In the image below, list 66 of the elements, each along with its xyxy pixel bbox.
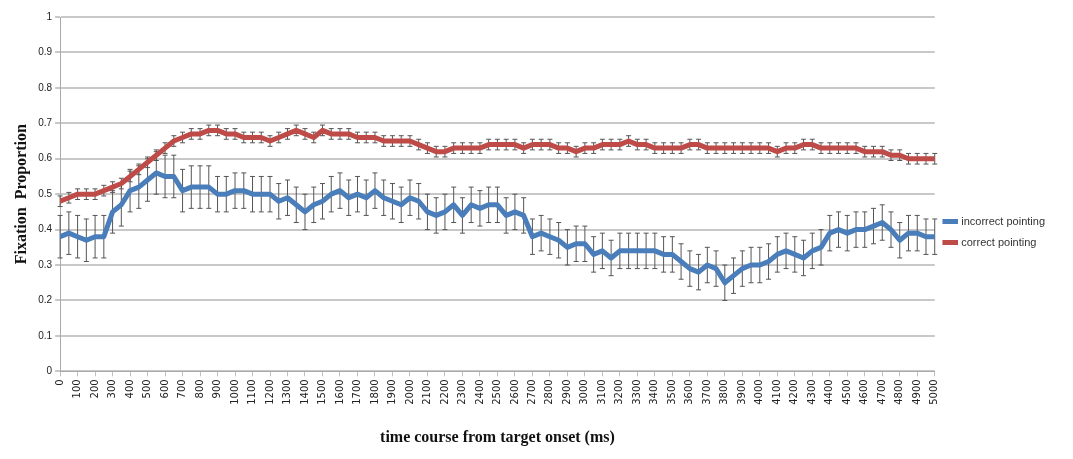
x-tick-label: 3400 xyxy=(648,379,660,405)
y-axis-title: Fixation Proportion xyxy=(11,124,30,265)
x-tick-label: 1500 xyxy=(316,379,328,405)
x-tick-label: 700 xyxy=(176,379,188,399)
x-tick-label: 2500 xyxy=(491,379,503,405)
x-tick-label: 1600 xyxy=(333,379,345,405)
x-tick-label: 4100 xyxy=(770,379,782,405)
y-tick-label: 1 xyxy=(46,10,53,22)
y-tick-label: 0.7 xyxy=(38,117,53,129)
x-tick-label: 3300 xyxy=(630,379,642,405)
x-tick-label: 3600 xyxy=(683,379,695,405)
y-tick-label: 0.3 xyxy=(38,258,53,270)
legend-label: incorrect pointing xyxy=(961,214,1046,227)
x-tick-label: 2900 xyxy=(560,379,572,405)
x-tick-label: 100 xyxy=(71,379,83,399)
x-tick-label: 1700 xyxy=(351,379,363,405)
y-tick-label: 0.6 xyxy=(38,152,53,164)
y-tick-label: 0 xyxy=(46,365,53,377)
x-tick-label: 4600 xyxy=(858,379,870,405)
x-tick-label: 1800 xyxy=(368,379,380,405)
x-tick-label: 300 xyxy=(106,379,118,399)
x-axis-title: time course from target onset (ms) xyxy=(380,427,615,446)
x-tick-label: 4000 xyxy=(753,379,765,405)
y-tick-label: 0.5 xyxy=(38,187,53,199)
x-tick-label: 1300 xyxy=(281,379,293,405)
y-tick-label: 0.4 xyxy=(38,223,53,235)
x-tick-label: 500 xyxy=(141,379,153,399)
x-tick-label: 4700 xyxy=(875,379,887,405)
x-tick-label: 2700 xyxy=(526,379,537,405)
x-tick-label: 4800 xyxy=(893,379,905,405)
x-tick-label: 2400 xyxy=(473,379,485,405)
x-tick-label: 3800 xyxy=(718,379,730,405)
x-tick-label: 1200 xyxy=(263,379,275,405)
x-tick-label: 2300 xyxy=(456,379,468,405)
x-tick-label: 3900 xyxy=(735,379,747,405)
y-tick-label: 0.1 xyxy=(38,329,53,341)
x-tick-label: 2800 xyxy=(543,379,555,405)
x-tick-label: 4300 xyxy=(805,379,817,405)
x-tick-label: 3500 xyxy=(665,379,677,405)
x-tick-label: 2000 xyxy=(403,379,415,405)
y-tick-label: 0.2 xyxy=(38,294,53,306)
x-tick-label: 400 xyxy=(123,379,135,399)
x-tick-label: 1100 xyxy=(246,379,258,405)
x-tick-label: 2100 xyxy=(421,379,433,405)
x-tick-label: 900 xyxy=(211,379,223,399)
x-tick-label: 800 xyxy=(193,379,205,399)
x-tick-label: 4400 xyxy=(823,379,835,405)
x-tick-label: 4900 xyxy=(910,379,922,405)
x-tick-label: 2600 xyxy=(508,379,520,405)
x-tick-label: 3200 xyxy=(613,379,625,405)
x-tick-label: 1000 xyxy=(228,379,240,405)
x-tick-label: 1900 xyxy=(386,379,398,405)
x-tick-label: 600 xyxy=(158,379,170,399)
x-tick-label: 4200 xyxy=(788,379,800,405)
x-tick-label: 5000 xyxy=(928,379,940,405)
x-tick-label: 3100 xyxy=(595,379,607,405)
x-tick-label: 200 xyxy=(88,379,100,399)
y-tick-label: 0.9 xyxy=(38,46,53,58)
x-tick-label: 3700 xyxy=(700,379,712,405)
x-tick-label: 4500 xyxy=(840,379,852,405)
legend-label: correct pointing xyxy=(961,235,1037,248)
x-tick-label: 2200 xyxy=(438,379,450,405)
x-tick-label: 3000 xyxy=(578,379,590,405)
x-tick-label: 1400 xyxy=(298,379,310,405)
y-tick-label: 0.8 xyxy=(38,81,53,93)
x-tick-label: 0 xyxy=(53,379,65,386)
